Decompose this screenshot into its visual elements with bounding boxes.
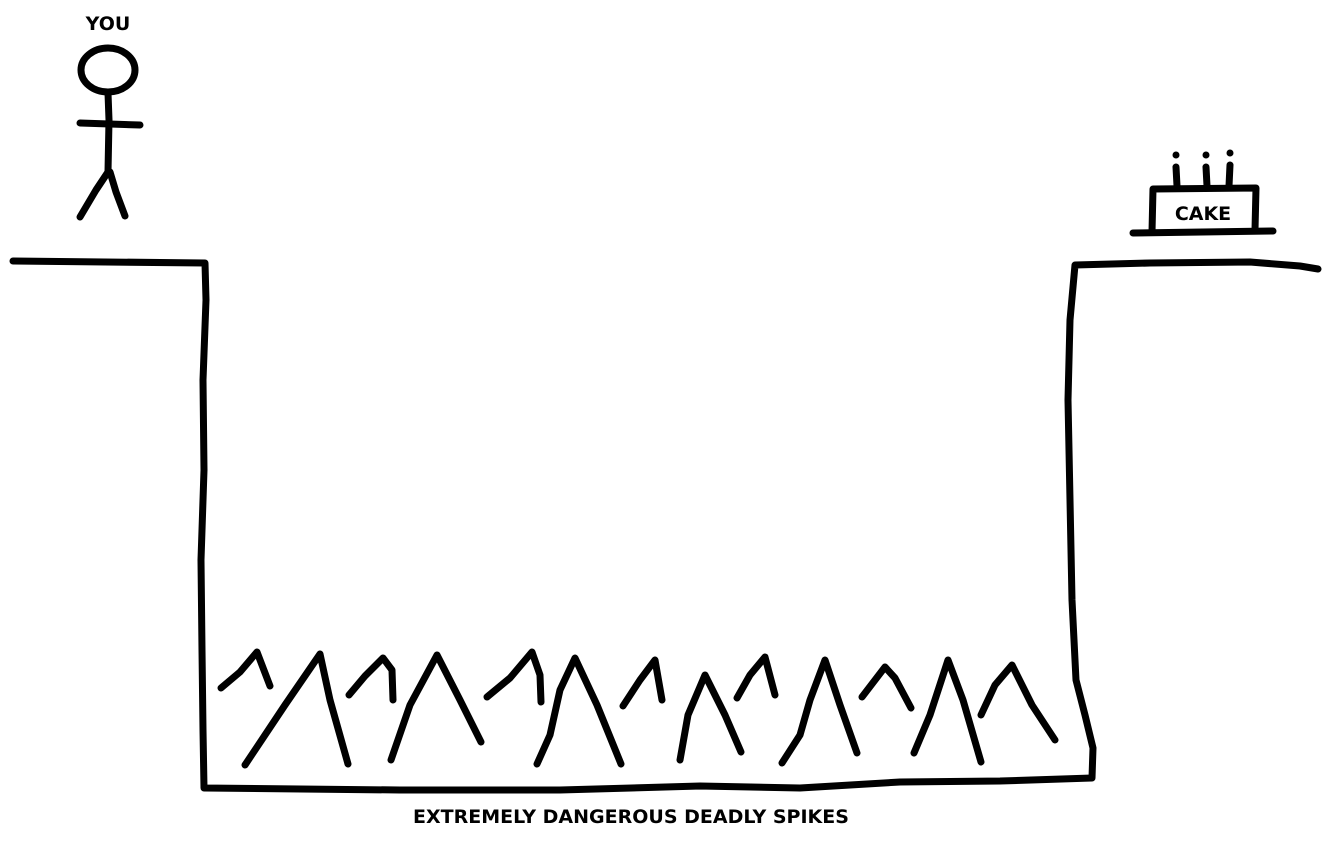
cake-label: CAKE: [1175, 203, 1231, 225]
spike: [387, 651, 485, 764]
stick-figure-player: [76, 44, 144, 221]
spike: [733, 653, 779, 702]
cake-body: [1148, 184, 1260, 236]
spike: [977, 661, 1059, 744]
player-body: [104, 89, 113, 176]
player-label: YOU: [85, 13, 131, 35]
spike: [910, 656, 985, 766]
cake-candle-3: [1225, 161, 1234, 190]
spikes-label: EXTREMELY DANGEROUS DEADLY SPIKES: [413, 806, 849, 828]
pit-terrain: [9, 257, 1322, 794]
player-arms: [76, 119, 144, 129]
spike: [345, 654, 397, 704]
cake-flame-1: [1172, 151, 1180, 159]
player-right-leg: [106, 168, 129, 220]
spike: [217, 648, 274, 692]
spike: [676, 671, 745, 764]
cake: CAKE: [1129, 149, 1277, 237]
spike: [241, 650, 352, 769]
spike: [858, 663, 915, 712]
player-head: [77, 44, 139, 96]
player-left-leg: [76, 168, 112, 221]
spike: [619, 656, 666, 710]
cake-candle-1: [1172, 163, 1181, 190]
spikes: [217, 648, 1059, 769]
spike: [483, 648, 545, 706]
spike: [533, 654, 625, 768]
spike: [778, 656, 861, 767]
cake-flame-2: [1202, 151, 1210, 159]
cake-flame-3: [1226, 149, 1234, 157]
cake-candle-2: [1202, 163, 1211, 190]
cake-plate: [1129, 227, 1277, 237]
